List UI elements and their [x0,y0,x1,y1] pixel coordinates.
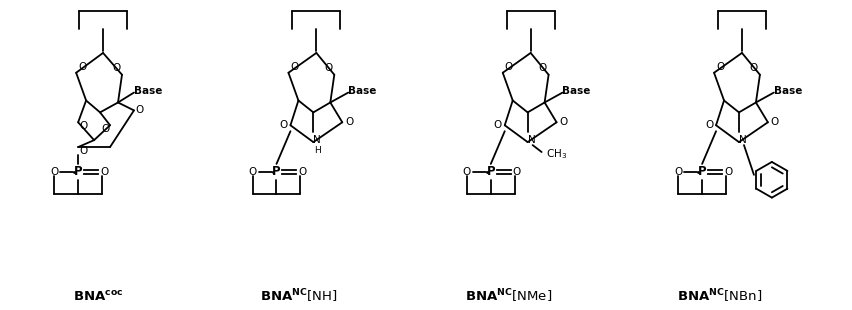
Text: N: N [527,135,535,145]
Text: Base: Base [348,86,376,95]
Text: $\mathbf{BNA}^{\mathbf{NC}}$[NH]: $\mathbf{BNA}^{\mathbf{NC}}$[NH] [260,288,337,305]
Text: P: P [272,165,280,178]
Text: O: O [290,62,298,72]
Text: N: N [738,135,746,145]
Text: O: O [78,62,86,72]
Text: $\mathbf{BNA}^{\mathbf{coc}}$: $\mathbf{BNA}^{\mathbf{coc}}$ [73,290,123,304]
Text: O: O [723,167,731,177]
Text: O: O [79,121,87,131]
Text: $\mathbf{BNA}^{\mathbf{NC}}$[NBn]: $\mathbf{BNA}^{\mathbf{NC}}$[NBn] [676,288,762,305]
Text: O: O [673,167,682,177]
Text: $\mathbf{BNA}^{\mathbf{NC}}$[NMe]: $\mathbf{BNA}^{\mathbf{NC}}$[NMe] [464,288,552,305]
Text: P: P [486,165,494,178]
Text: O: O [298,167,306,177]
Text: CH$_3$: CH$_3$ [545,147,567,161]
Text: O: O [324,63,332,73]
Text: P: P [697,165,705,178]
Text: O: O [504,62,512,72]
Text: O: O [248,167,256,177]
Text: Base: Base [561,86,590,95]
Text: O: O [559,117,567,127]
Text: O: O [100,167,108,177]
Text: N: N [314,135,321,145]
Text: O: O [135,105,144,115]
Text: O: O [749,63,757,73]
Text: O: O [462,167,470,177]
Text: O: O [715,62,723,72]
Text: O: O [79,146,87,156]
Text: O: O [493,120,501,130]
Text: O: O [770,117,778,127]
Text: O: O [279,120,287,130]
Text: Base: Base [134,86,162,95]
Text: O: O [538,63,546,73]
Text: O: O [101,124,109,134]
Text: O: O [704,120,712,130]
Text: H: H [314,145,320,155]
Text: O: O [50,167,58,177]
Text: O: O [345,117,353,127]
Text: O: O [112,63,120,73]
Text: P: P [74,165,83,178]
Text: O: O [512,167,521,177]
Text: Base: Base [773,86,801,95]
